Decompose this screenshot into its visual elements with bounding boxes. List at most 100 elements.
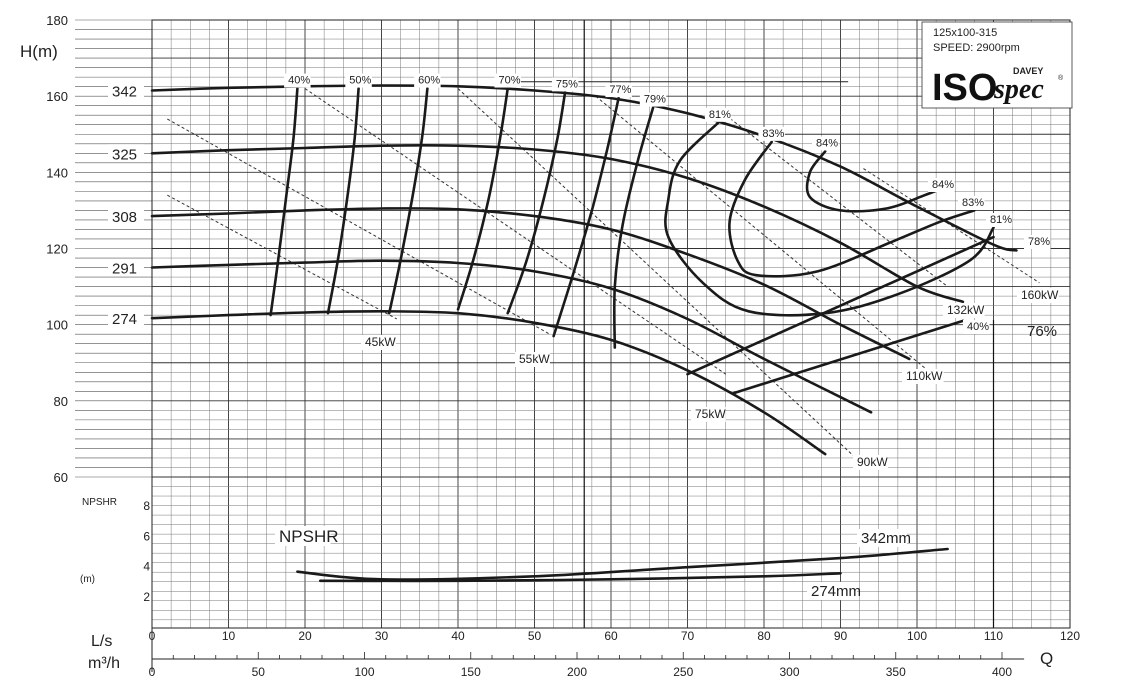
y-tick-label: 140 — [46, 165, 68, 180]
power-label-bg — [1017, 288, 1059, 303]
efficiency-curve — [612, 106, 655, 349]
power-label: 110kW — [906, 369, 943, 383]
head-curve — [150, 207, 911, 361]
efficiency-label-right: 84% — [932, 179, 954, 191]
x-tick-m3h: 0 — [149, 665, 156, 679]
efficiency-label: 83% — [762, 128, 784, 140]
efficiency-curve — [387, 87, 429, 315]
y-tick-label: 60 — [54, 470, 68, 485]
efficiency-label-bg — [704, 107, 732, 122]
head-curve — [150, 309, 827, 456]
efficiency-curve — [664, 121, 995, 317]
impeller-label: 325 — [112, 146, 137, 163]
efficiency-label-right: 83% — [962, 197, 984, 209]
speed-text: SPEED: 2900rpm — [933, 42, 1020, 54]
efficiency-curve — [269, 87, 299, 317]
npshr-tick-label: 8 — [143, 499, 150, 513]
npshr-tick-label: 2 — [143, 590, 150, 604]
power-lines — [167, 88, 1040, 459]
power-line — [863, 168, 1040, 284]
x-tick-m3h: 100 — [354, 665, 374, 679]
x-tick-ls: 30 — [375, 629, 389, 643]
efficiency-label-right-bg — [986, 213, 1013, 227]
power-label: 55kW — [519, 352, 550, 366]
efficiency-label-right: 76% — [1027, 323, 1057, 340]
npshr-curves — [296, 547, 949, 583]
x-tick-ls: 90 — [834, 629, 848, 643]
impeller-label-bg — [108, 258, 144, 276]
efficiency-label-bg — [605, 83, 632, 98]
npshr-title: NPSHR — [279, 527, 339, 546]
impeller-label-bg — [108, 309, 144, 327]
x-tick-ls: 0 — [149, 629, 156, 643]
x-tick-ls: 80 — [757, 629, 771, 643]
efficiency-label-bg — [551, 77, 579, 92]
power-line — [167, 194, 398, 320]
efficiency-curve — [728, 140, 976, 278]
y-tick-label: 120 — [46, 242, 68, 257]
title-box-frame — [921, 21, 1073, 109]
npshr-curve-label-bg — [807, 582, 857, 600]
efficiency-label-bg — [758, 126, 785, 141]
efficiency-curve — [732, 319, 965, 395]
x-axis-m3h-title: m³/h — [88, 655, 120, 672]
head-curve — [150, 259, 873, 414]
efficiency-curve — [805, 150, 946, 213]
npshr-curve-label: 274mm — [811, 583, 861, 600]
efficiency-curves — [269, 87, 995, 395]
efficiency-label-bg — [811, 136, 839, 151]
efficiency-label-bg — [639, 92, 667, 107]
power-label: 90kW — [857, 455, 888, 469]
x-tick-m3h: 250 — [673, 665, 693, 679]
npshr-curve-label: 342mm — [861, 530, 911, 547]
power-label-bg — [853, 455, 888, 470]
x-tick-ls: 40 — [451, 629, 465, 643]
efficiency-label-bg — [494, 73, 521, 88]
head-curve — [150, 143, 965, 304]
efficiency-label-bg — [284, 73, 311, 88]
y-tick-label: 160 — [46, 89, 68, 104]
grid — [75, 19, 1071, 628]
power-line — [457, 88, 857, 459]
efficiency-label: 50% — [349, 75, 371, 87]
x-tick-ls: 120 — [1060, 629, 1080, 643]
power-line — [167, 118, 551, 335]
model-text: 125x100-315 — [933, 27, 997, 39]
x-tick-m3h: 200 — [567, 665, 587, 679]
efficiency-label-right-bg — [963, 320, 990, 334]
efficiency-label-right-bg — [958, 196, 985, 210]
power-label-bg — [902, 369, 944, 384]
efficiency-label-right-bg — [928, 178, 955, 192]
x-axis-ls-title: L/s — [91, 633, 112, 650]
impeller-label-bg — [108, 81, 144, 99]
impeller-label: 342 — [112, 83, 137, 100]
power-label-bg — [515, 352, 550, 367]
power-label: 45kW — [365, 335, 396, 349]
efficiency-curve — [326, 87, 360, 315]
efficiency-label-right: 78% — [1028, 236, 1050, 248]
power-label: 132kW — [947, 303, 985, 317]
efficiency-label-bg — [414, 73, 441, 88]
power-label-bg — [943, 303, 985, 318]
x-tick-ls: 10 — [222, 629, 236, 643]
efficiency-curve — [686, 235, 995, 376]
efficiency-label: 79% — [644, 94, 666, 106]
x-tick-ls: 110 — [984, 629, 1003, 643]
y-tick-label: 80 — [54, 394, 68, 409]
power-label-bg — [361, 335, 396, 350]
npshr-curve-label-bg — [857, 529, 907, 547]
efficiency-label-right: 81% — [990, 214, 1012, 226]
efficiency-label: 70% — [498, 75, 520, 87]
efficiency-label-right-bg — [1024, 235, 1051, 249]
efficiency-label: 84% — [816, 137, 838, 149]
x-tick-ls: 70 — [681, 629, 695, 643]
efficiency-label-bg — [345, 73, 372, 88]
power-label: 160kW — [1021, 288, 1059, 302]
impeller-label: 274 — [112, 311, 137, 328]
title-box: 125x100-315 SPEED: 2900rpm ISO spec DAVE… — [921, 21, 1073, 109]
impeller-label-bg — [108, 144, 144, 162]
x-tick-ls: 100 — [907, 629, 927, 643]
efficiency-curve — [552, 96, 620, 338]
